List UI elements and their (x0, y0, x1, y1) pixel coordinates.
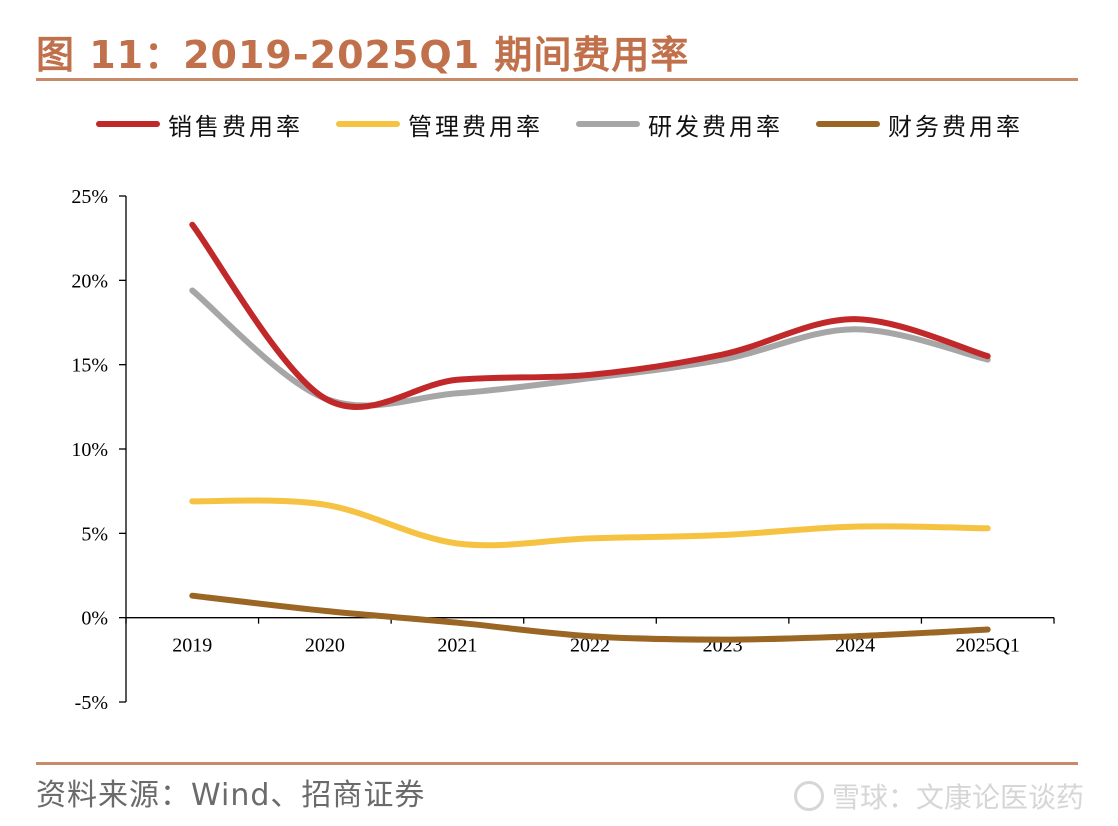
legend-swatch-sales (96, 121, 160, 127)
legend-item-finance: 财务费用率 (816, 104, 1023, 144)
series-line-admin (189, 497, 991, 549)
x-tick-label: 2020 (305, 635, 345, 657)
y-tick-label: -5% (75, 692, 108, 714)
chart-title: 图 11：2019-2025Q1 期间费用率 (36, 33, 690, 77)
legend-label-admin: 管理费用率 (408, 112, 543, 141)
x-tick-label: 2021 (437, 635, 477, 657)
legend-label-rnd: 研发费用率 (648, 112, 783, 141)
legend-swatch-admin (336, 121, 400, 127)
series-line-finance (189, 592, 991, 643)
x-tick-label: 2022 (570, 635, 610, 657)
watermark: 雪球：文康论医谈药 (793, 776, 1084, 816)
y-tick-label: 25% (71, 186, 108, 208)
y-tick-label: 10% (71, 439, 108, 461)
legend-swatch-rnd (576, 121, 640, 127)
x-tick-label: 2019 (172, 635, 212, 657)
footer-divider (36, 762, 1078, 765)
y-tick-label: 5% (81, 523, 108, 545)
legend-item-rnd: 研发费用率 (576, 104, 783, 144)
legend-swatch-finance (816, 121, 880, 127)
chart-legend: 销售费用率 管理费用率 研发费用率 财务费用率 (0, 104, 1118, 144)
legend-item-sales: 销售费用率 (96, 104, 303, 144)
y-tick-label: 15% (71, 355, 108, 377)
legend-label-sales: 销售费用率 (168, 112, 303, 141)
x-tick-label: 2025Q1 (955, 635, 1019, 657)
y-tick-label: 0% (81, 608, 108, 630)
y-tick-label: 20% (71, 270, 108, 292)
x-tick-label: 2024 (835, 635, 875, 657)
watermark-text: 雪球：文康论医谈药 (831, 781, 1084, 814)
snowball-logo-icon (793, 781, 824, 811)
source-note: 资料来源：Wind、招商证券 (36, 778, 426, 813)
series-line-sales (189, 221, 991, 410)
legend-label-finance: 财务费用率 (888, 112, 1023, 141)
legend-item-admin: 管理费用率 (336, 104, 543, 144)
title-divider (36, 78, 1078, 81)
